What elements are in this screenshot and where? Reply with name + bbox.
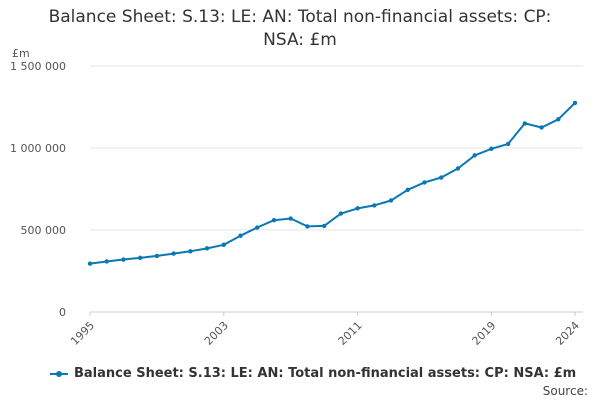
data-point xyxy=(305,224,310,229)
data-point xyxy=(271,217,277,223)
data-point xyxy=(388,198,394,203)
y-axis-label: £m xyxy=(12,47,30,60)
data-point xyxy=(188,249,193,254)
source-label: Source: xyxy=(542,384,588,398)
y-tick-label: 1 000 000 xyxy=(10,142,66,155)
chart-title: Balance Sheet: S.13: LE: AN: Total non-f… xyxy=(0,6,600,52)
data-point xyxy=(572,100,578,106)
data-point xyxy=(154,253,160,259)
x-tick-label: 2019 xyxy=(470,319,499,348)
data-point xyxy=(288,216,293,221)
data-point xyxy=(255,225,260,230)
legend[interactable]: Balance Sheet: S.13: LE: AN: Total non-f… xyxy=(50,366,576,381)
data-point xyxy=(87,261,93,266)
data-point xyxy=(238,233,243,238)
data-point xyxy=(439,175,444,180)
legend-swatch xyxy=(50,370,68,377)
data-point xyxy=(422,180,427,185)
data-point xyxy=(372,203,377,208)
data-point xyxy=(539,125,544,130)
x-tick-label: 1995 xyxy=(68,319,97,348)
data-point xyxy=(505,141,511,147)
data-point xyxy=(522,121,528,126)
data-point xyxy=(455,166,461,171)
data-point xyxy=(355,206,360,211)
data-point xyxy=(338,211,344,216)
y-tick-label: 500 000 xyxy=(21,224,67,237)
data-point xyxy=(104,259,109,264)
data-point xyxy=(472,153,477,158)
data-point xyxy=(489,146,494,152)
series-line xyxy=(89,102,576,265)
data-point xyxy=(171,251,176,256)
y-tick-label: 0 xyxy=(59,306,66,319)
x-tick-label: 2011 xyxy=(336,319,365,348)
data-point xyxy=(137,255,143,261)
legend-label: Balance Sheet: S.13: LE: AN: Total non-f… xyxy=(74,366,577,381)
x-tick-label: 2003 xyxy=(202,319,231,348)
chart-title-line-1: Balance Sheet: S.13: LE: AN: Total non-f… xyxy=(48,7,552,27)
x-tick-label: 2024 xyxy=(553,319,582,348)
chart-title-line-2: NSA: £m xyxy=(263,30,337,50)
data-point xyxy=(405,187,410,193)
y-tick-label: 1 500 000 xyxy=(10,60,66,73)
data-point xyxy=(221,242,226,247)
data-point xyxy=(204,246,210,251)
data-point xyxy=(321,223,327,229)
data-point xyxy=(556,117,561,122)
data-point xyxy=(121,257,126,262)
